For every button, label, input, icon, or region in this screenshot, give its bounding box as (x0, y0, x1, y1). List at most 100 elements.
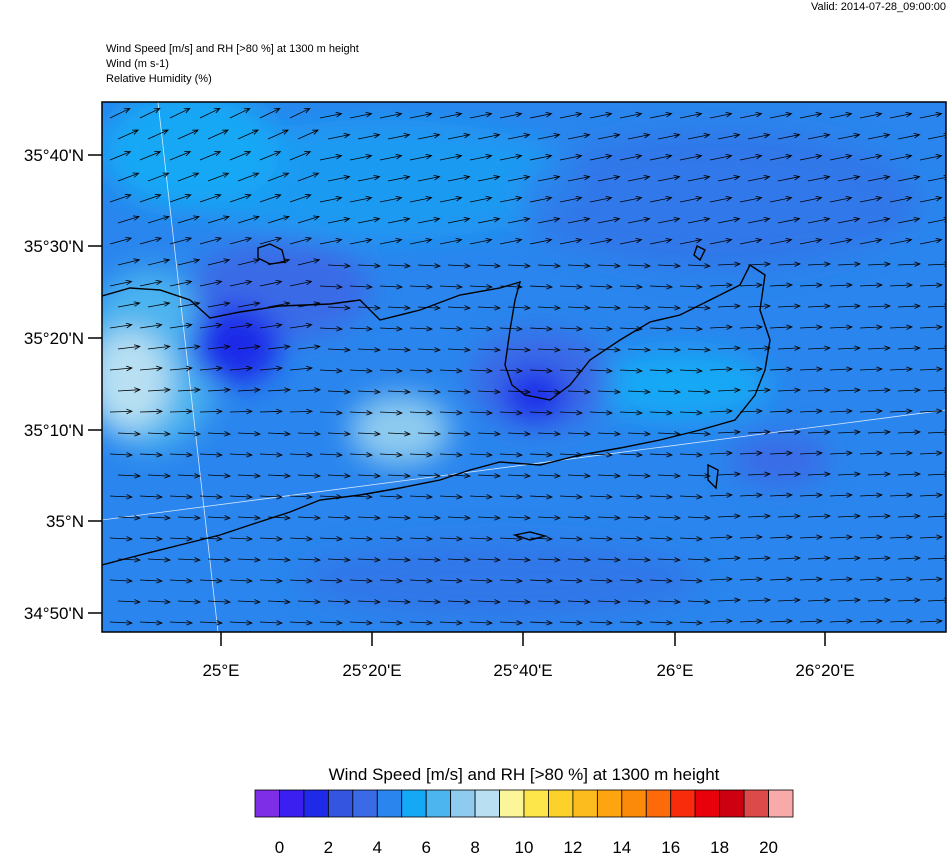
wind-arrow (357, 515, 381, 521)
wind-arrow (799, 450, 823, 456)
wind-arrow (687, 473, 711, 479)
wind-arrow (439, 238, 463, 245)
wind-arrow (769, 282, 793, 288)
wind-arrow (927, 471, 946, 477)
wind-arrow (199, 494, 223, 500)
wind-arrow (807, 387, 831, 393)
wind-arrow (859, 408, 883, 414)
wind-arrow (649, 410, 673, 416)
wind-arrow (177, 387, 201, 393)
colorbar-box (548, 789, 574, 818)
wind-arrow (627, 217, 651, 224)
wind-arrow (477, 473, 501, 479)
wind-arrow (717, 217, 741, 224)
wind-arrow (267, 344, 291, 350)
wind-arrow (177, 172, 200, 182)
wind-arrow (717, 513, 741, 519)
wind-arrow (649, 494, 673, 500)
wind-arrow (447, 347, 471, 353)
wind-arrow (499, 368, 523, 374)
wind-arrow (357, 431, 381, 437)
wind-arrow (237, 557, 261, 563)
wind-arrow (649, 238, 673, 245)
wind-arrow (679, 196, 703, 203)
wind-arrow (627, 557, 651, 563)
wind-arrow (117, 473, 141, 479)
wind-arrow (529, 284, 553, 290)
wind-arrow (259, 365, 283, 372)
wind-arrow (747, 261, 771, 267)
wind-arrow (769, 366, 793, 372)
lon-tick-label: 26°E (656, 661, 693, 680)
wind-arrow (357, 217, 381, 224)
wind-arrow (687, 133, 711, 140)
wind-arrow (627, 305, 651, 311)
wind-arrow (139, 365, 163, 372)
wind-arrow (237, 172, 260, 182)
wind-arrow (169, 578, 193, 584)
wind-arrow (349, 112, 373, 119)
wind-arrow (769, 196, 793, 203)
wind-arrow (507, 389, 531, 395)
wind-arrow (619, 326, 643, 332)
wind-arrow (657, 263, 681, 269)
wind-arrow (919, 324, 943, 330)
wind-arrow (117, 599, 141, 605)
wind-arrow (199, 536, 223, 542)
wind-arrow (289, 194, 312, 203)
map-frame (101, 101, 947, 633)
wind-arrow (349, 578, 373, 584)
wind-arrow (417, 389, 441, 395)
wind-arrow (717, 303, 741, 309)
wind-arrow (597, 389, 621, 395)
wind-arrow (867, 303, 891, 309)
colorbar-box (768, 789, 794, 818)
wind-arrow (829, 492, 853, 498)
wind-arrow (919, 576, 943, 582)
wind-arrow (499, 494, 523, 500)
wind-arrow (139, 322, 163, 329)
wind-arrow (499, 112, 523, 119)
wind-arrow (807, 345, 831, 351)
wind-arrow (237, 344, 261, 350)
wind-arrow (229, 107, 251, 119)
wind-arrow (657, 599, 681, 605)
wind-arrow (387, 175, 411, 182)
wind-arrow (327, 389, 351, 395)
wind-arrow (207, 172, 230, 182)
wind-arrow (777, 261, 801, 267)
wind-arrow (679, 620, 703, 626)
wind-arrow (567, 599, 591, 605)
wind-arrow (777, 133, 801, 140)
colorbar-box (401, 789, 427, 818)
wind-arrow (709, 282, 733, 288)
wind-arrow (859, 450, 883, 456)
wind-arrow (867, 471, 891, 477)
wind-arrow (867, 597, 891, 603)
wind-arrow (777, 217, 801, 224)
wind-arrow (597, 515, 621, 521)
wind-arrow (147, 431, 171, 437)
valid-time: Valid: 2014-07-28_09:00:00 (811, 1, 946, 13)
wind-arrow (649, 536, 673, 542)
wind-arrow (927, 303, 946, 309)
wind-arrow (529, 196, 553, 203)
wind-arrow (357, 305, 381, 311)
wind-arrow (627, 515, 651, 521)
wind-arrow (417, 305, 441, 311)
wind-arrow (169, 365, 193, 372)
wind-arrow (409, 536, 433, 542)
wind-arrow (139, 408, 164, 415)
wind-arrow (777, 387, 801, 393)
wind-arrow (499, 238, 523, 245)
wind-arrow (597, 175, 621, 182)
wind-arrow (829, 154, 853, 161)
wind-arrow (807, 555, 831, 561)
wind-arrow (567, 389, 591, 395)
lon-tick-label: 25°40'E (493, 661, 552, 680)
wind-arrow (417, 515, 441, 521)
wind-arrow (477, 431, 501, 437)
wind-arrow (619, 368, 643, 374)
colorbar-label: 0 (275, 838, 284, 854)
wind-arrow (619, 452, 643, 458)
